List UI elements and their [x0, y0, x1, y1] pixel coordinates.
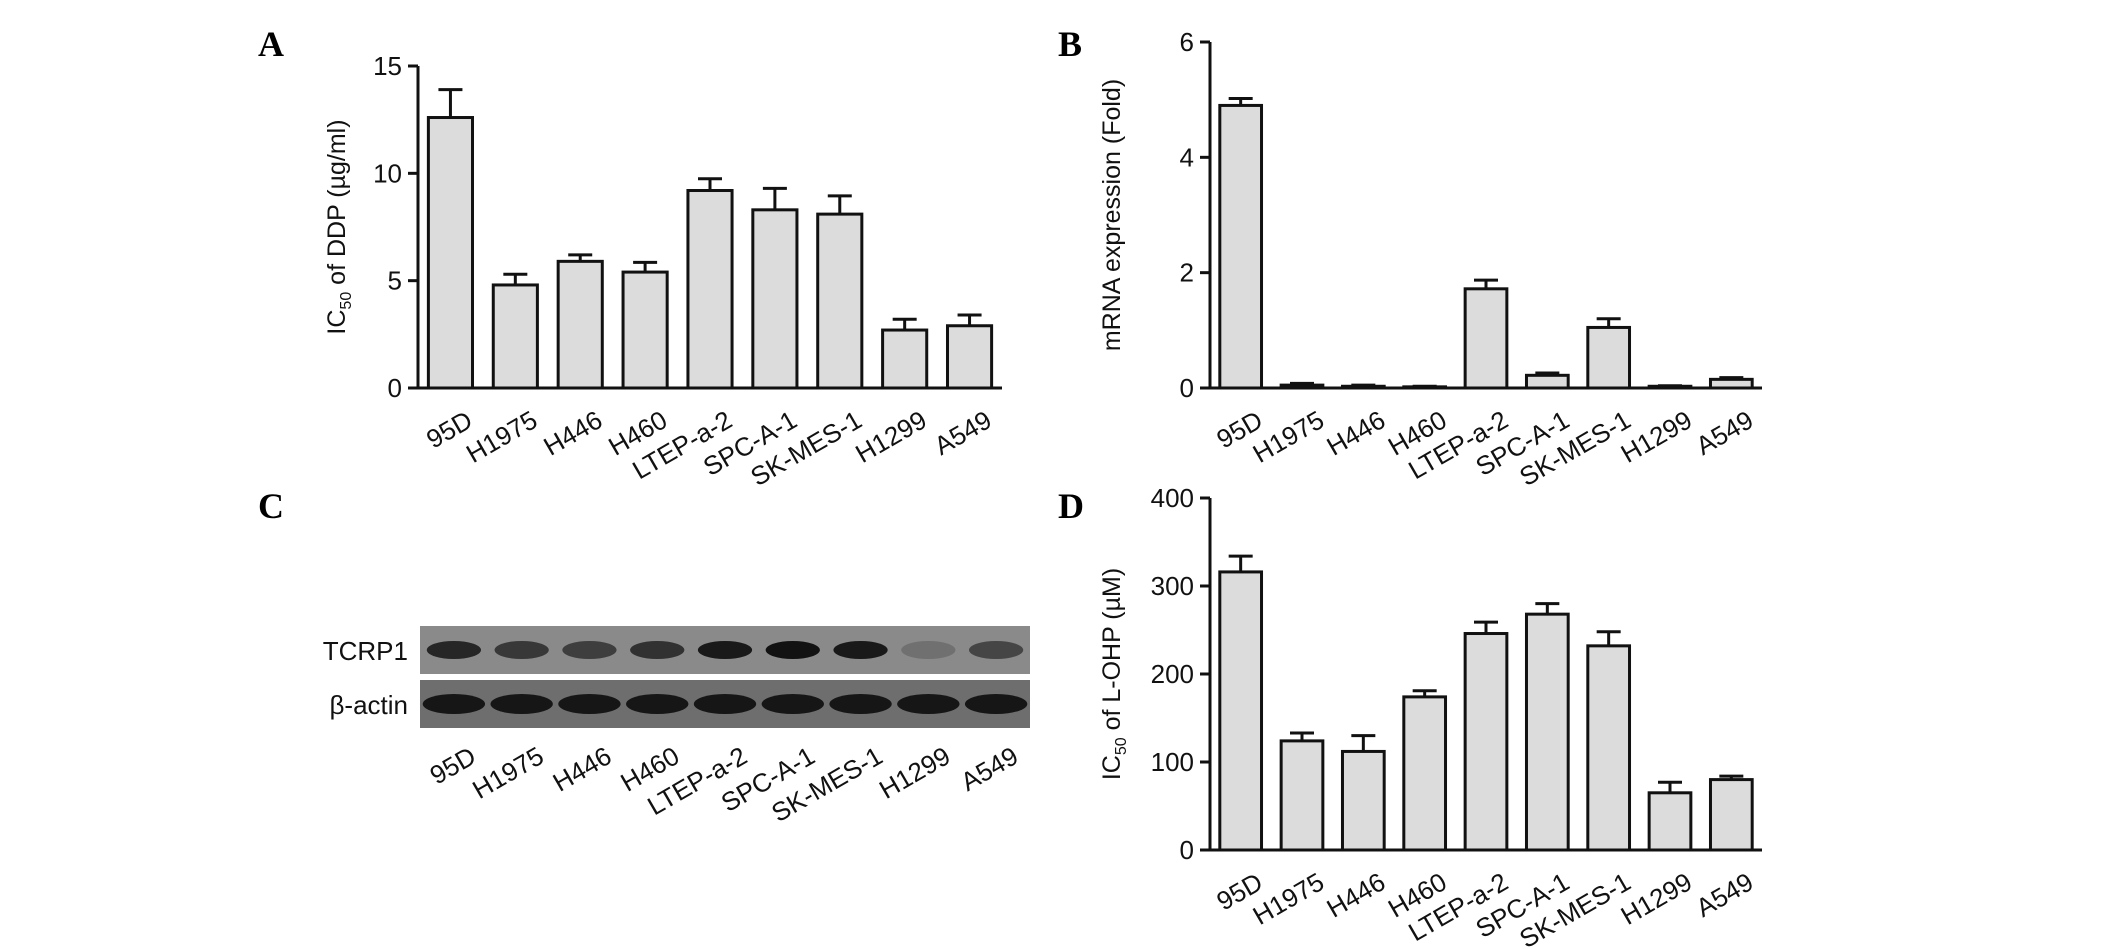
x-tick-label: A549 — [929, 405, 997, 461]
bar-h446 — [1340, 749, 1386, 852]
bar-h1299 — [1647, 791, 1693, 852]
x-tick-label: H1975 — [1248, 867, 1329, 931]
blot-lane-labels: 95DH1975H446H460LTEP-a-2SPC-A-1SK-MES-1H… — [425, 741, 1024, 828]
panel-letter-a: A — [258, 24, 284, 64]
y-tick-label: 6 — [1180, 27, 1194, 57]
band-tcrp1 — [697, 641, 753, 659]
y-axis-title-prefix: IC — [323, 310, 351, 335]
band-actin — [693, 694, 757, 714]
x-tick-label: H446 — [538, 405, 607, 462]
bar-ltep-a-2 — [686, 189, 734, 390]
y-tick-label: 400 — [1151, 483, 1194, 513]
y-tick-label: 0 — [1180, 835, 1194, 865]
y-tick-label: 2 — [1180, 258, 1194, 288]
y-axis-title-subscript: 50 — [338, 292, 355, 310]
band-tcrp1 — [562, 641, 617, 659]
y-tick-label: 15 — [373, 51, 402, 81]
panel-letter-d: D — [1058, 486, 1084, 526]
band-actin — [829, 694, 892, 714]
blot-row-label-actin: β-actin — [329, 690, 408, 720]
x-tick-label: H1975 — [1248, 405, 1329, 469]
panel-letter-c: C — [258, 486, 284, 526]
bar-a549 — [945, 324, 994, 390]
blot-lane-label: A549 — [956, 741, 1024, 797]
bar-sk-mes-1 — [1586, 325, 1632, 390]
x-tick-label: H1299 — [1616, 867, 1697, 931]
band-tcrp1 — [494, 641, 549, 659]
blot-lane-label: H1299 — [874, 741, 955, 805]
bar-h460 — [1402, 695, 1448, 852]
bar-spc-a-1 — [1524, 373, 1570, 390]
x-tick-label: H1975 — [461, 405, 542, 469]
y-tick-label: 0 — [1180, 373, 1194, 403]
band-actin — [964, 694, 1028, 714]
y-tick-label: 0 — [388, 373, 402, 403]
y-tick-label: 4 — [1180, 142, 1194, 172]
bar-h1975 — [491, 283, 539, 390]
band-tcrp1 — [630, 641, 685, 659]
y-axis-title-subscript: 50 — [1113, 737, 1130, 755]
band-tcrp1 — [833, 641, 888, 659]
y-axis-title-suffix: of DDP (µg/ml) — [323, 119, 351, 291]
bar-ltep-a-2 — [1463, 632, 1509, 852]
bar-h446 — [556, 259, 604, 390]
band-actin — [490, 694, 553, 714]
y-axis-title-prefix: IC — [1098, 755, 1126, 780]
x-tick-label: H1299 — [1616, 405, 1697, 469]
bar-sk-mes-1 — [816, 212, 864, 390]
band-actin — [897, 694, 960, 714]
bar-sk-mes-1 — [1586, 644, 1632, 852]
band-actin — [626, 694, 689, 714]
bar-95d — [1218, 103, 1264, 390]
y-axis-title-suffix: of L-OHP (µM) — [1098, 568, 1126, 738]
band-tcrp1 — [901, 641, 956, 659]
band-tcrp1 — [426, 641, 481, 659]
bar-95d — [1218, 570, 1264, 852]
bar-a549 — [1708, 377, 1754, 390]
x-tick-label: H446 — [1322, 405, 1391, 462]
bar-h460 — [621, 270, 669, 390]
band-actin — [558, 694, 621, 714]
x-tick-label: H1299 — [850, 405, 931, 469]
bar-95d — [426, 116, 475, 390]
bar-h1975 — [1279, 383, 1325, 390]
x-tick-label: H446 — [1322, 867, 1391, 924]
bar-spc-a-1 — [1524, 612, 1570, 852]
panel-letter-b: B — [1058, 24, 1082, 64]
bar-a549 — [1708, 778, 1754, 852]
y-axis-title: IC50 of L-OHP (µM) — [1098, 568, 1130, 780]
band-tcrp1 — [765, 641, 820, 659]
y-axis-title-prefix: mRNA expression (Fold) — [1098, 79, 1126, 351]
band-tcrp1 — [969, 641, 1024, 659]
x-tick-label: A549 — [1691, 405, 1759, 461]
y-tick-label: 100 — [1151, 747, 1194, 777]
y-axis-title: IC50 of DDP (µg/ml) — [323, 119, 355, 334]
blot-lane-label: H446 — [548, 741, 617, 798]
bar-h1299 — [881, 328, 929, 390]
blot-lane-label: H1975 — [467, 741, 548, 805]
x-tick-label: A549 — [1691, 867, 1759, 923]
blot-bands — [422, 641, 1028, 714]
y-tick-label: 10 — [373, 158, 402, 188]
y-axis-title: mRNA expression (Fold) — [1098, 79, 1126, 351]
blot-row-label-tcrp1: TCRP1 — [323, 636, 408, 666]
y-tick-label: 200 — [1151, 659, 1194, 689]
bar-spc-a-1 — [751, 208, 799, 390]
bar-ltep-a-2 — [1463, 287, 1509, 390]
band-actin — [422, 694, 486, 714]
band-actin — [761, 694, 824, 714]
y-tick-label: 5 — [388, 266, 402, 296]
bar-h1975 — [1279, 739, 1325, 852]
y-tick-label: 300 — [1151, 571, 1194, 601]
western-blot-panel: TCRP1 β-actin 95DH1975H446H460LTEP-a-2SP… — [323, 626, 1030, 828]
